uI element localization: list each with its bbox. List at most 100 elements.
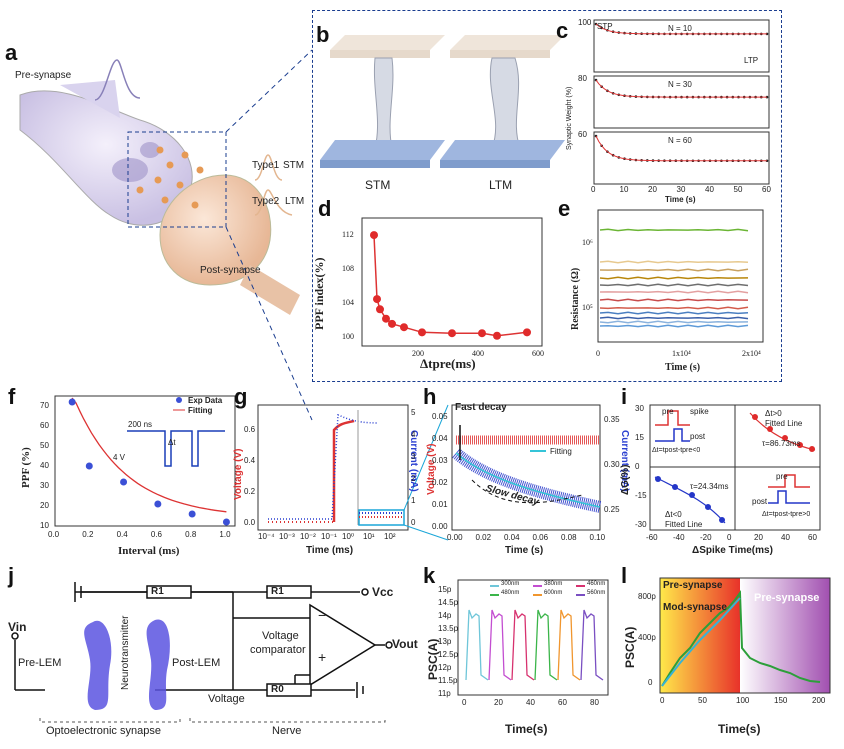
filament-illustration: [320, 35, 565, 168]
g-lytick-0: 0.0: [244, 518, 256, 527]
e-series-line: [599, 260, 749, 264]
i-post-pulse-1: [655, 428, 690, 442]
comparator-label-1: Voltage: [262, 630, 299, 642]
post-synapse-label: Post-synapse: [200, 265, 261, 276]
d-ylabel: PPF index(%): [312, 257, 326, 330]
i-post-label-1: post: [690, 432, 706, 441]
i-xtick-1: -40: [673, 533, 685, 542]
l-psc-curve-2: [661, 597, 741, 687]
e-series-line: [599, 268, 749, 272]
c-xtick-1: 10: [619, 185, 629, 194]
e-series-line: [599, 283, 749, 287]
k-xtick-2: 40: [526, 698, 535, 707]
vin-label: Vin: [8, 620, 27, 634]
zoom-frame: [312, 10, 782, 382]
i-xtick-6: 60: [808, 533, 817, 542]
g-rytick-3: 3: [411, 452, 416, 461]
e-series-line: [599, 276, 749, 280]
i-point-pos: [767, 426, 773, 432]
l-phase-1: [660, 578, 740, 693]
type1-label: Type1: [252, 160, 280, 171]
g-zoom-arrow: [403, 524, 449, 541]
h-xlabel: Time (s): [505, 545, 544, 556]
post-lem-shape: [146, 619, 170, 710]
k-legend-2: 460nm: [587, 581, 606, 587]
k-xtick-3: 60: [558, 698, 567, 707]
panel-label-a: a: [5, 40, 18, 65]
f-xtick-0: 0.0: [48, 530, 60, 539]
l-xtick-1: 50: [698, 696, 707, 705]
i-pre-label-2: pre: [776, 472, 788, 481]
k-legend-0: 300nm: [501, 581, 520, 587]
chart-c: [593, 19, 770, 185]
l-ytick-2: 0: [648, 678, 653, 687]
d-point: [493, 331, 501, 340]
f-legend-exp: Exp Data: [188, 396, 223, 405]
e-series-line: [599, 306, 749, 310]
pre-lem-label: Pre-LEM: [18, 657, 62, 669]
i-ytick-2: 0: [635, 462, 640, 471]
h-xtick-2: 0.04: [504, 533, 520, 542]
d-series-line: [373, 235, 528, 337]
h-fast-label: Fast decay: [455, 402, 507, 413]
k-legend-swatch: [533, 585, 542, 587]
f-legend-fit: Fitting: [188, 406, 213, 415]
chart-c-frame-1: [593, 19, 770, 73]
g-xtick-3: 10⁻¹: [321, 532, 337, 541]
f-xtick-4: 0.8: [185, 530, 197, 539]
c-n1-label: N = 10: [668, 24, 692, 33]
h-lytick-2: 0.02: [432, 478, 448, 487]
chart-f-frame: [54, 395, 236, 527]
c-ytick-2: 60: [578, 130, 587, 139]
e-series-line: [599, 290, 749, 294]
chart-k: [457, 579, 609, 696]
e-xtick-1: 1x10⁴: [672, 349, 691, 358]
h-xtick-1: 0.02: [475, 533, 492, 542]
i-xlabel: ΔSpike Time(ms): [692, 545, 773, 556]
chart-h: [451, 404, 602, 531]
i-point-pos: [752, 414, 758, 420]
c-ytick-0: 100: [578, 18, 592, 27]
pre-synapse-label: Pre-synapse: [15, 70, 72, 81]
chart-g: [257, 404, 449, 541]
k-legend-swatch: [533, 594, 542, 596]
i-point-neg: [705, 504, 711, 510]
f-legend-dot: [176, 397, 182, 403]
h-rytick-2: 0.35: [604, 415, 620, 424]
k-ytick-3: 13.5p: [438, 624, 459, 633]
d-point: [373, 295, 381, 304]
d-xtick-0: 200: [412, 349, 424, 358]
d-point: [418, 328, 426, 337]
k-ytick-4: 13p: [438, 637, 452, 646]
i-xtick-2: -20: [700, 533, 712, 542]
l-xtick-3: 150: [774, 696, 788, 705]
h-lytick-4: 0.04: [432, 434, 448, 443]
i-eq1: Δt=tpost-tpre<0: [652, 447, 701, 454]
e-ylabel: Resistance (Ω): [570, 267, 581, 330]
stm-label-b: STM: [365, 178, 391, 192]
i-xtick-5: 40: [781, 533, 790, 542]
f-xtick-1: 0.2: [82, 530, 94, 539]
i-pre-pulse-1: [655, 410, 690, 426]
e-ytick-0: 10⁶: [582, 238, 593, 247]
neurotransmitter-label: Neurotransmitter: [120, 615, 131, 690]
f-ytick-2: 30: [40, 481, 49, 490]
l-ylabel: PSC(A): [623, 626, 637, 668]
post-lem-label: Post-LEM: [172, 657, 221, 669]
f-point: [188, 510, 196, 518]
c-ylabel: Synaptic Weight (%): [566, 86, 573, 150]
k-ytick-8: 11p: [438, 689, 451, 698]
r1-label-b: R1: [271, 586, 284, 597]
k-xlabel: Time(s): [505, 722, 548, 736]
panel-label-b: b: [316, 22, 330, 47]
i-ylabel: ΔG(%): [620, 464, 631, 495]
i-ytick-3: -15: [635, 491, 647, 500]
g-voltage-high: [332, 419, 355, 522]
k-series-line: [488, 609, 512, 681]
h-lytick-0: 0.00: [432, 522, 448, 531]
f-xlabel: Interval (ms): [118, 545, 180, 557]
h-xtick-0: 0.00: [447, 533, 463, 542]
e-series-line: [599, 320, 749, 324]
f-ytick-1: 20: [40, 501, 49, 510]
f-point: [85, 462, 93, 470]
